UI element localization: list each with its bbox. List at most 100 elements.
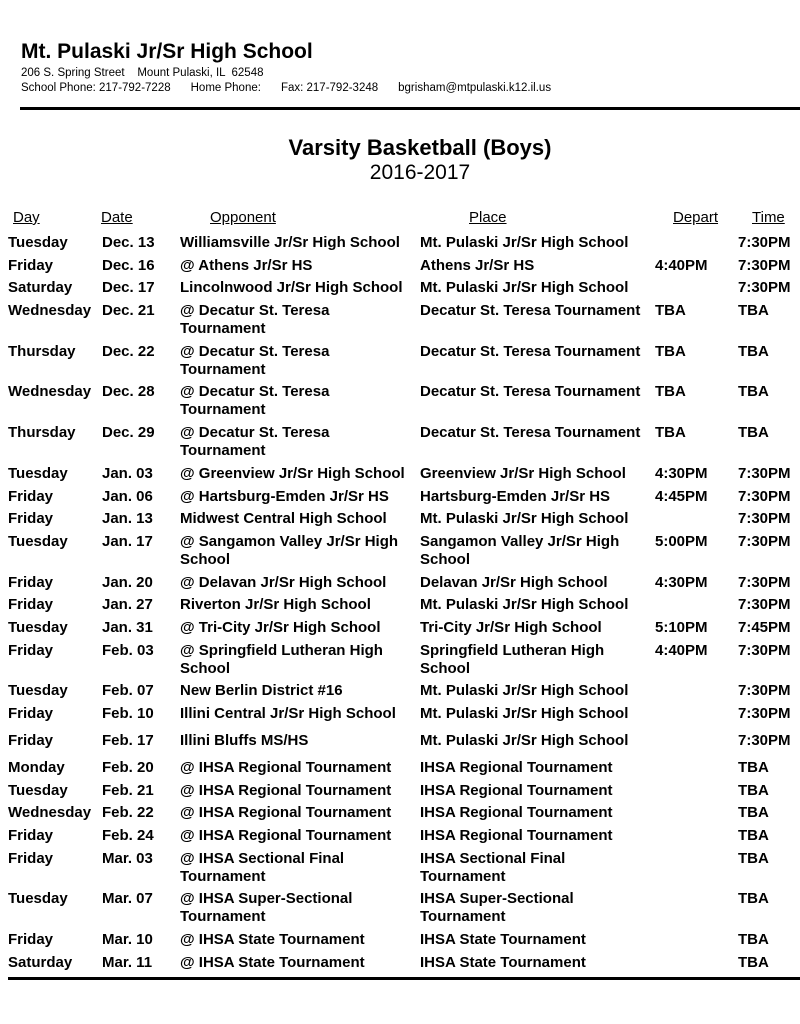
cell-date: Feb. 07 [102, 682, 154, 700]
cell-place: Springfield Lutheran High School [420, 641, 605, 677]
table-row: Tuesday Jan. 03 @ Greenview Jr/Sr High Sch… [0, 465, 800, 488]
cell-opponent: @ Athens Jr/Sr HS [180, 256, 313, 274]
table-row: Friday Jan. 13 Midwest Central High School… [0, 510, 800, 533]
cell-date: Mar. 11 [102, 953, 153, 971]
cell-date: Dec. 29 [102, 424, 155, 442]
cell-date: Dec. 21 [102, 302, 155, 320]
cell-opponent: @ Sangamon Valley Jr/Sr High School [180, 532, 399, 568]
cell-time: 7:30PM [738, 234, 791, 251]
cell-place: Mt. Pulaski Jr/Sr High School [420, 234, 629, 251]
cell-depart: TBA [655, 302, 686, 320]
cell-date: Feb. 10 [102, 705, 154, 722]
cell-day: Thursday [8, 424, 76, 442]
cell-opponent: Riverton Jr/Sr High School [180, 596, 371, 614]
cell-opponent: @ Tri-City Jr/Sr High School [180, 618, 381, 636]
cell-time: 7:30PM [738, 279, 791, 297]
cell-opponent: New Berlin District #16 [180, 682, 343, 700]
cell-time: 7:30PM [738, 256, 791, 274]
school-phone: School Phone: 217-792-7228 [21, 82, 171, 94]
cell-place: IHSA Regional Tournament [420, 758, 613, 776]
cell-day: Tuesday [8, 781, 68, 799]
cell-time: 7:30PM [738, 731, 791, 749]
cell-day: Friday [8, 487, 54, 505]
cell-time: TBA [738, 781, 769, 799]
cell-day: Tuesday [8, 234, 68, 251]
cell-opponent: @ Hartsburg-Emden Jr/Sr HS [180, 487, 389, 505]
cell-place: Decatur St. Teresa Tournament [420, 424, 641, 442]
cell-day: Monday [8, 758, 65, 776]
cell-place: IHSA State Tournament [420, 931, 586, 948]
cell-time: TBA [738, 890, 769, 908]
cell-place: IHSA Regional Tournament [420, 781, 613, 799]
cell-date: Feb. 21 [102, 781, 154, 799]
cell-depart: 5:00PM [655, 532, 708, 550]
col-header-place: Place [469, 209, 507, 226]
cell-opponent: @ Decatur St. Teresa Tournament [180, 302, 330, 338]
cell-date: Feb. 03 [102, 641, 154, 659]
cell-place: IHSA State Tournament [420, 953, 586, 971]
cell-date: Dec. 17 [102, 279, 155, 297]
cell-time: TBA [738, 849, 769, 867]
cell-date: Dec. 28 [102, 383, 155, 401]
cell-date: Dec. 16 [102, 256, 155, 274]
table-row: Friday Dec. 16 @ Athens Jr/Sr HS Athens Jr/… [0, 257, 800, 280]
cell-opponent: @ Greenview Jr/Sr High School [180, 464, 405, 482]
cell-date: Feb. 24 [102, 826, 154, 844]
email: bgrisham@mtpulaski.k12.il.us [398, 82, 552, 94]
cell-depart: 4:40PM [655, 641, 708, 659]
table-row: Friday Mar. 03 @ IHSA Sectional Final Tour… [0, 850, 800, 891]
cell-day: Friday [8, 705, 54, 722]
cell-place: IHSA Sectional Final Tournament [420, 849, 566, 885]
cell-day: Tuesday [8, 890, 68, 908]
cell-date: Mar. 10 [102, 931, 153, 948]
cell-time: 7:30PM [738, 573, 791, 591]
col-header-day: Day [13, 209, 40, 226]
table-row: Friday Feb. 24 @ IHSA Regional Tournament I… [0, 827, 800, 850]
table-row: Friday Feb. 10 Illini Central Jr/Sr High S… [0, 705, 800, 732]
divider-top [20, 107, 800, 110]
contact-line: School Phone: 217-792-7228 Home Phone: Fax… [21, 82, 571, 94]
fax: Fax: 217-792-3248 [280, 82, 379, 94]
cell-day: Friday [8, 826, 54, 844]
cell-day: Thursday [8, 342, 76, 360]
home-phone: Home Phone: [190, 82, 261, 94]
cell-opponent: @ IHSA Sectional Final Tournament [180, 849, 345, 885]
table-row: Friday Feb. 03 @ Springfield Lutheran High… [0, 642, 800, 683]
school-name: Mt. Pulaski Jr/Sr High School [21, 40, 313, 63]
cell-place: Tri-City Jr/Sr High School [420, 618, 602, 636]
cell-opponent: @ Delavan Jr/Sr High School [180, 573, 387, 591]
cell-day: Friday [8, 573, 54, 591]
cell-opponent: @ Springfield Lutheran High School [180, 641, 383, 677]
schedule-table: Tuesday Dec. 13 Williamsville Jr/Sr High S… [0, 234, 800, 976]
cell-date: Mar. 03 [102, 849, 153, 867]
col-header-depart: Depart [673, 209, 719, 226]
table-row: Friday Jan. 20 @ Delavan Jr/Sr High School… [0, 574, 800, 597]
cell-date: Mar. 07 [102, 890, 153, 908]
cell-date: Jan. 20 [102, 573, 153, 591]
table-row: Tuesday Jan. 17 @ Sangamon Valley Jr/Sr Hi… [0, 533, 800, 574]
page-title: Varsity Basketball (Boys) [288, 135, 552, 160]
cell-time: 7:30PM [738, 641, 791, 659]
cell-opponent: @ Decatur St. Teresa Tournament [180, 383, 330, 419]
cell-opponent: @ IHSA State Tournament [180, 953, 365, 971]
cell-opponent: Illini Bluffs MS/HS [180, 731, 309, 749]
cell-date: Jan. 31 [102, 618, 153, 636]
cell-date: Feb. 22 [102, 804, 154, 822]
table-row: Wednesday Dec. 21 @ Decatur St. Teresa Tou… [0, 302, 800, 343]
table-row: Friday Feb. 17 Illini Bluffs MS/HS Mt. Pula… [0, 732, 800, 759]
cell-day: Friday [8, 641, 54, 659]
season: 2016-2017 [369, 161, 471, 184]
cell-opponent: @ Decatur St. Teresa Tournament [180, 424, 330, 460]
cell-date: Dec. 22 [102, 342, 155, 360]
cell-place: Hartsburg-Emden Jr/Sr HS [420, 487, 611, 505]
cell-date: Feb. 17 [102, 731, 154, 749]
table-row: Monday Feb. 20 @ IHSA Regional Tournament I… [0, 759, 800, 782]
table-row: Saturday Mar. 11 @ IHSA State Tournament IH… [0, 954, 800, 977]
cell-date: Feb. 20 [102, 758, 154, 776]
cell-date: Jan. 06 [102, 487, 153, 505]
cell-time: TBA [738, 826, 769, 844]
cell-depart: 4:45PM [655, 487, 708, 505]
table-row: Friday Jan. 06 @ Hartsburg-Emden Jr/Sr HS H… [0, 488, 800, 511]
cell-place: Athens Jr/Sr HS [420, 256, 535, 274]
cell-opponent: Midwest Central High School [180, 510, 387, 528]
